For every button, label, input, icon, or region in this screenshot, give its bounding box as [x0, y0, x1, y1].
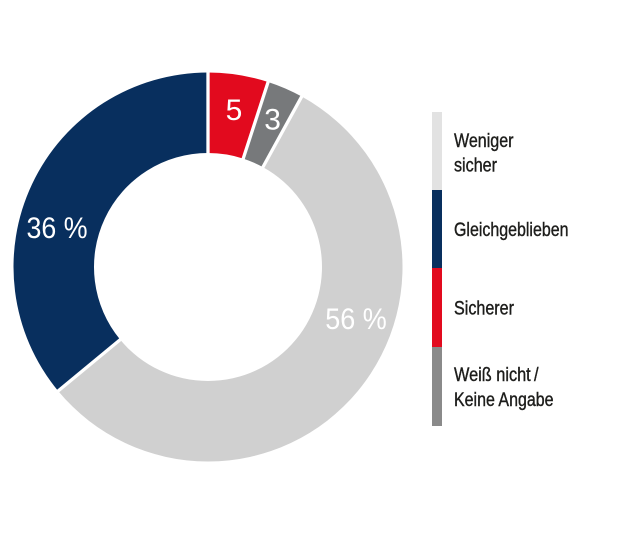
svg-text:36 %: 36 % [27, 212, 88, 245]
svg-text:Weniger: Weniger [454, 131, 514, 152]
svg-text:Sicherer: Sicherer [454, 299, 515, 320]
svg-text:5: 5 [226, 94, 243, 127]
svg-text:Weiß nicht /: Weiß nicht / [454, 365, 539, 386]
svg-text:3: 3 [264, 104, 281, 137]
svg-text:sicher: sicher [454, 156, 498, 177]
svg-text:Gleichgeblieben: Gleichgeblieben [454, 220, 569, 241]
svg-text:56 %: 56 % [325, 303, 387, 336]
svg-text:Keine Angabe: Keine Angabe [454, 390, 554, 411]
